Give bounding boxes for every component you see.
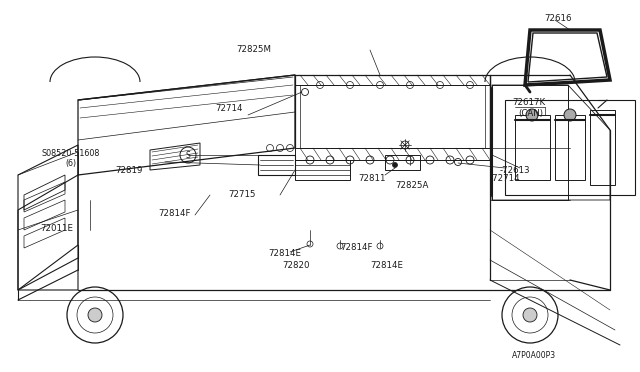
Text: -72714: -72714	[490, 173, 520, 183]
Text: 72814E: 72814E	[370, 260, 403, 269]
Circle shape	[526, 109, 538, 121]
Text: (6): (6)	[65, 158, 76, 167]
Text: 72011E: 72011E	[40, 224, 73, 232]
Text: 72825M: 72825M	[236, 45, 271, 54]
Circle shape	[523, 308, 537, 322]
Text: S: S	[186, 151, 190, 160]
Text: -72613: -72613	[500, 166, 531, 174]
Text: 72714: 72714	[215, 103, 243, 112]
Text: (CAN): (CAN)	[518, 109, 543, 118]
Text: S08520-51608: S08520-51608	[42, 148, 100, 157]
Circle shape	[392, 163, 397, 167]
Text: 72715: 72715	[228, 189, 255, 199]
Circle shape	[88, 308, 102, 322]
Text: 72617K: 72617K	[512, 97, 545, 106]
Text: 72616: 72616	[544, 13, 572, 22]
Circle shape	[564, 109, 576, 121]
Text: 72820: 72820	[282, 260, 310, 269]
Text: 72814F: 72814F	[340, 244, 372, 253]
Text: 72819: 72819	[115, 166, 142, 174]
Text: 72814F: 72814F	[158, 208, 191, 218]
Text: 72814E: 72814E	[268, 248, 301, 257]
Text: 72811: 72811	[358, 173, 385, 183]
Text: A7P0A00P3: A7P0A00P3	[512, 350, 556, 359]
Text: 72825A: 72825A	[395, 180, 428, 189]
